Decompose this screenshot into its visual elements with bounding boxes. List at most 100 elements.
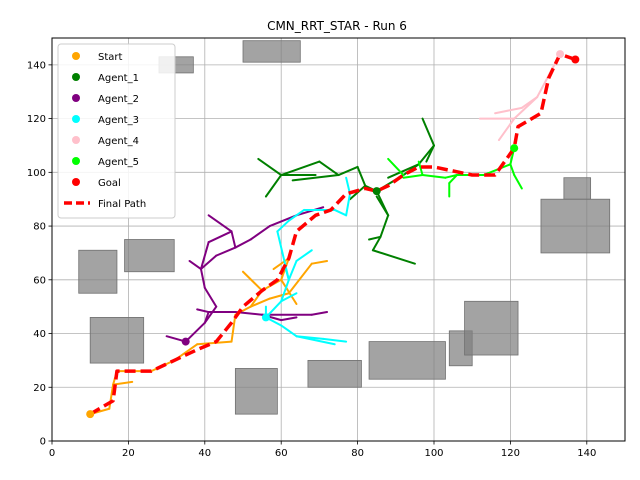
- obstacle: [242, 40, 301, 63]
- x-tick-label: 120: [501, 448, 520, 459]
- marker-agent-5: [510, 144, 519, 153]
- obstacle: [307, 359, 362, 388]
- tree-edge: [421, 174, 447, 179]
- legend-box: [57, 43, 176, 219]
- tree-edge: [337, 165, 359, 177]
- tree-edge: [318, 160, 340, 177]
- tree-edge: [112, 380, 134, 386]
- x-tick-label: 40: [198, 448, 211, 459]
- tree-edge: [276, 219, 290, 233]
- tree-edge: [513, 174, 523, 190]
- tree-edge: [425, 144, 435, 163]
- tree-edge: [509, 163, 516, 177]
- tree-edge: [387, 163, 420, 179]
- tree-layer: [89, 53, 562, 416]
- tree-edge: [280, 316, 298, 322]
- tree-edge: [249, 225, 271, 241]
- tree-edge: [287, 208, 306, 222]
- tree-edge: [520, 96, 539, 109]
- tree-edge: [402, 174, 424, 179]
- tree-edge: [310, 311, 329, 316]
- tree-edge: [188, 259, 202, 271]
- legend-label: Goal: [98, 178, 121, 189]
- tree-edge: [207, 214, 233, 233]
- tree-edge: [536, 74, 550, 99]
- tree-edge: [199, 254, 218, 271]
- tree-edge: [371, 235, 382, 252]
- tree-edge: [368, 235, 382, 241]
- legend-label: Agent_3: [98, 115, 139, 126]
- obstacle: [368, 341, 446, 380]
- tree-edge: [371, 249, 416, 265]
- tree-edge: [310, 259, 329, 265]
- tree-edge: [276, 230, 290, 281]
- obstacle: [464, 300, 519, 356]
- tree-edge: [207, 230, 233, 244]
- tree-edge: [509, 117, 516, 125]
- y-tick-label: 100: [27, 168, 46, 179]
- tree-edge: [249, 297, 271, 308]
- obstacle: [124, 239, 175, 273]
- x-tick-label: 20: [122, 448, 135, 459]
- tree-edge: [280, 324, 298, 338]
- obstacle: [89, 317, 145, 364]
- tree-edge: [268, 292, 290, 300]
- tree-edge: [494, 106, 523, 115]
- tree-edge: [280, 278, 290, 303]
- tree-edge: [348, 184, 367, 201]
- tree-edge: [295, 206, 325, 217]
- tree-edge: [444, 174, 458, 179]
- marker-start: [86, 410, 95, 419]
- tree-edge: [230, 313, 237, 343]
- legend-label: Start: [98, 52, 123, 63]
- tree-edge: [272, 257, 290, 271]
- tree-edge: [356, 165, 367, 187]
- tree-edge: [287, 259, 298, 281]
- tree-edge: [203, 286, 218, 308]
- marker-goal: [571, 55, 580, 64]
- y-tick-label: 60: [33, 275, 46, 286]
- plot-frame: [51, 37, 626, 442]
- tree-edge: [230, 230, 237, 249]
- marker-agent-2: [181, 337, 190, 346]
- legend-label: Final Path: [98, 199, 146, 210]
- tree-edge: [291, 174, 340, 182]
- final-path-layer: [89, 52, 576, 416]
- tick-layer: 0 20 40 60 80 100 120 140 0 20 40 60 80 100 120 140: [27, 60, 596, 459]
- obstacle: [78, 249, 118, 294]
- legend-label: Agent_1: [98, 73, 139, 84]
- legend-marker: [72, 94, 80, 102]
- tree-edge: [203, 305, 218, 324]
- tree-edge: [280, 292, 298, 303]
- legend: Start Agent_1 Agent_2 Agent_3 Agent_4 Agent_5…: [57, 43, 176, 219]
- tree-edge: [196, 308, 210, 314]
- legend-marker: [72, 52, 80, 60]
- legend-label: Agent_5: [98, 157, 139, 168]
- legend-marker: [72, 136, 80, 144]
- obstacle-layer: [78, 40, 611, 415]
- legend-label: Agent_4: [98, 136, 139, 147]
- tree-edge: [280, 160, 321, 177]
- marker-layer: [86, 50, 580, 419]
- y-tick-label: 20: [33, 383, 46, 394]
- y-tick-label: 80: [33, 222, 46, 233]
- x-tick-label: 140: [577, 448, 596, 459]
- obstacle: [540, 198, 611, 254]
- final-path-line: [89, 52, 576, 416]
- marker-agent-3: [261, 313, 270, 322]
- tree-edge: [417, 160, 424, 177]
- tree-edge: [215, 246, 237, 257]
- legend-marker: [72, 178, 80, 186]
- tree-edge: [184, 321, 206, 343]
- tree-edge: [268, 214, 298, 228]
- y-tick-label: 40: [33, 329, 46, 340]
- obstacle: [563, 177, 592, 200]
- tree-edge: [199, 268, 206, 289]
- y-tick-label: 120: [27, 114, 46, 125]
- tree-edge: [322, 337, 348, 343]
- tree-edge: [199, 241, 210, 271]
- x-tick-label: 100: [424, 448, 443, 459]
- tree-edge: [257, 157, 283, 177]
- tree-edge: [375, 195, 390, 217]
